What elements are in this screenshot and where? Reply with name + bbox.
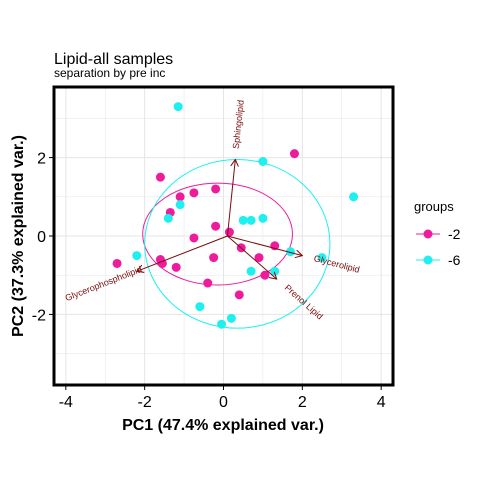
data-points: [112, 102, 359, 329]
point-group--6: [258, 213, 268, 223]
point-group--6: [349, 192, 359, 202]
point-group--2: [189, 233, 199, 243]
point-group--6: [317, 253, 327, 263]
point-group--2: [211, 184, 221, 194]
y-tick-label: 2: [37, 151, 46, 168]
legend: groups -2 -6: [414, 199, 461, 268]
x-tick-label: 0: [219, 394, 228, 411]
point-group--6: [173, 102, 183, 112]
point-group--6: [226, 313, 236, 323]
x-tick-label: -2: [138, 394, 152, 411]
point-group--2: [234, 290, 244, 300]
point-group--2: [155, 172, 165, 182]
point-group--6: [195, 302, 205, 312]
chart-subtitle: separation by pre inc: [54, 66, 165, 80]
point-group--6: [286, 247, 296, 257]
loading-label-prenol-lipid: Prenol Lipid: [283, 283, 325, 322]
point-group--2: [260, 270, 270, 280]
x-tick-label: 2: [298, 394, 307, 411]
point-group--2: [203, 278, 213, 288]
arrow-glycerolipid: [227, 235, 302, 256]
legend-key--2: [423, 229, 433, 239]
arrow-prenol-lipid: [227, 235, 276, 279]
legend-title: groups: [414, 199, 454, 214]
x-axis-title: PC1 (47.4% explained var.): [122, 417, 324, 434]
arrow-glycerophospholipid: [137, 235, 228, 271]
y-tick-label: -2: [32, 307, 46, 324]
point-group--2: [254, 253, 264, 263]
legend-key--6: [423, 255, 433, 265]
point-group--6: [217, 319, 227, 329]
grid-lines: [54, 87, 393, 385]
x-tick-label: 4: [377, 394, 386, 411]
x-axis-ticks: -4 -2 0 2 4: [59, 386, 386, 411]
point-group--2: [189, 188, 199, 198]
legend-label--6: -6: [448, 252, 461, 268]
point-group--6: [258, 157, 268, 166]
point-group--2: [211, 221, 221, 231]
point-group--2: [224, 227, 234, 237]
loading-label-glycerophospholipid: Glycerophospholipid: [64, 264, 144, 303]
point-group--6: [132, 251, 142, 261]
point-group--2: [112, 258, 122, 268]
legend-label--2: -2: [448, 226, 461, 242]
point-group--6: [238, 215, 248, 225]
plot-frame: [52, 85, 395, 387]
chart-title: Lipid-all samples: [54, 51, 173, 68]
y-tick-label: 0: [37, 229, 46, 246]
loading-label-sphingolipid: Sphingolipid: [231, 99, 246, 149]
point-group--2: [175, 192, 185, 202]
point-group--2: [209, 253, 219, 263]
ellipse-group--2: [142, 182, 293, 286]
point-group--6: [246, 266, 256, 276]
point-group--2: [157, 258, 167, 268]
point-group--6: [163, 213, 173, 223]
loading-label-glycerolipid: Glycerolipid: [313, 253, 361, 275]
point-group--6: [175, 200, 185, 210]
point-group--6: [246, 215, 256, 225]
x-tick-label: -4: [59, 394, 73, 411]
y-axis-ticks: -2 0 2: [32, 151, 53, 324]
point-group--2: [289, 149, 299, 159]
point-group--2: [171, 262, 181, 272]
arrow-sphingolipid: [226, 160, 235, 237]
y-axis-title: PC2 (37.3% explained var.): [10, 135, 27, 337]
